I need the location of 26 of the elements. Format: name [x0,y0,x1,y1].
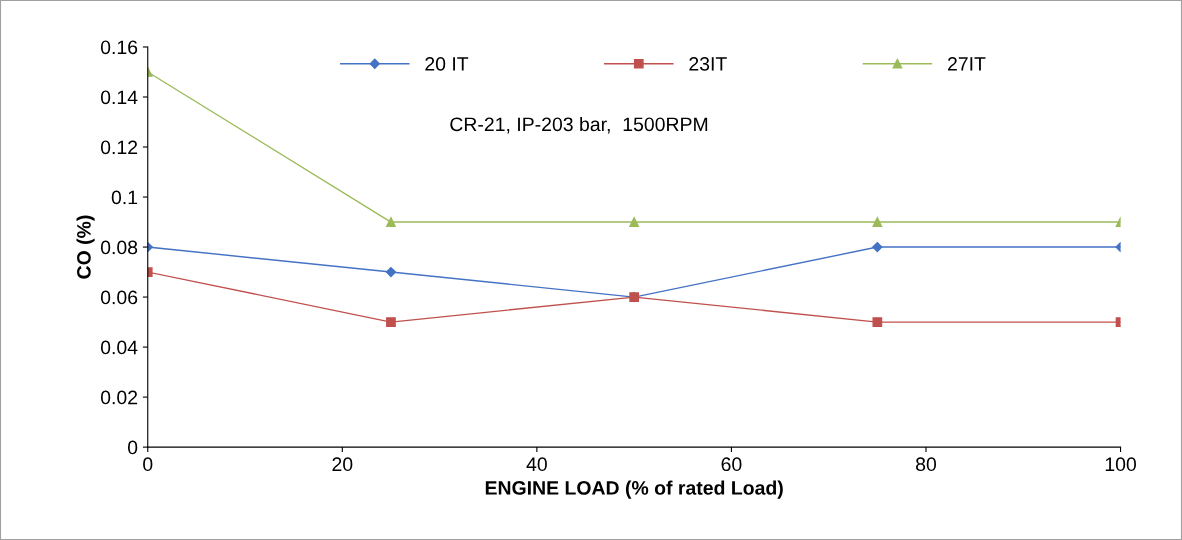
x-tick-label: 100 [1105,457,1136,472]
x-tick-label: 60 [721,457,742,472]
point [872,217,883,227]
x-tick-label: 20 [332,457,353,472]
y-tick-label: 0.12 [100,140,138,155]
annotation: CR-21, IP-203 bar, 1500RPM [450,116,708,134]
y-tick-label: 0 [127,440,138,455]
point [386,317,396,327]
point [872,317,883,327]
legend-label: 20 IT [425,56,469,71]
y-tick-label: 0.1 [111,190,138,205]
y-tick-label: 0.06 [100,290,138,305]
y-tick-label: 0.04 [100,340,138,355]
x-axis-title: ENGINE LOAD (% of rated Load) [485,480,783,499]
x-tick-label: 80 [916,457,937,472]
point [629,217,640,227]
x-tick-label: 0 [143,457,153,472]
y-tick-label: 0.08 [100,240,138,255]
point [386,217,396,227]
legend-label: 27IT [947,56,986,71]
y-axis-title: CO (%) [76,215,95,279]
x-tick-label: 40 [526,457,547,472]
legend-label: 23IT [689,56,727,71]
y-tick-label: 0.02 [100,390,138,405]
y-tick-label: 0.16 [100,40,138,55]
y-tick-label: 0.14 [100,90,138,105]
